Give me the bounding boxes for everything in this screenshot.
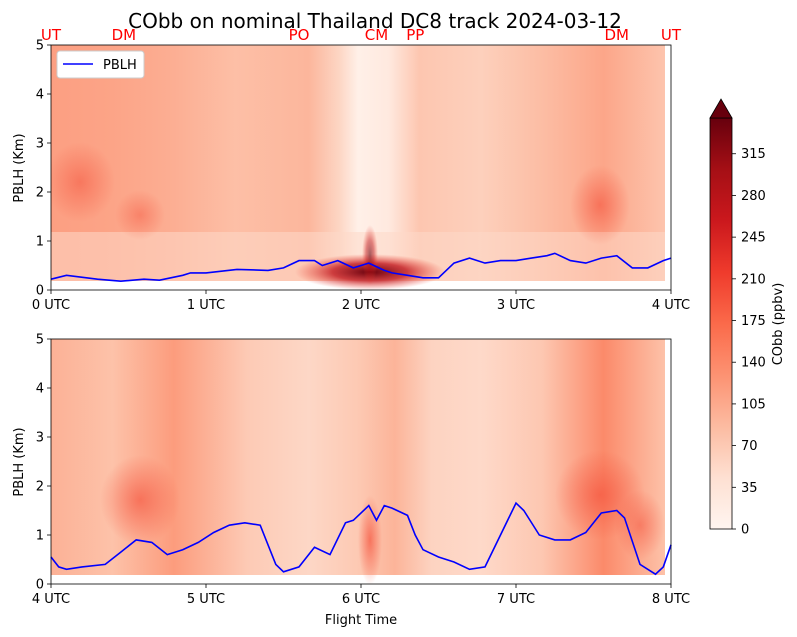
- top-x-tick-label: 0 UTC: [32, 298, 70, 313]
- top-y-tick-label: 5: [36, 39, 44, 54]
- colorbar-tick-label: 70: [741, 439, 758, 454]
- location-label: PO: [289, 26, 310, 44]
- colorbar-tick-label: 175: [741, 314, 766, 329]
- location-label: CM: [365, 26, 388, 44]
- colorbar-tick-label: 210: [741, 272, 766, 287]
- colorbar-ticks: 0 35 70 105 140 175 210 245 280 315: [732, 147, 766, 538]
- bottom-panel: 0 1 2 3 4 5 4 UTC 5 UTC 6 UTC 7 UTC 8 UTC PBLH (K…: [12, 333, 690, 629]
- top-x-tick-label: 1 UTC: [187, 298, 225, 313]
- bottom-heatmap: [51, 339, 671, 584]
- location-label: UT: [661, 26, 682, 44]
- bottom-y-axis: 0 1 2 3 4 5: [36, 333, 51, 593]
- top-y-axis-label: PBLH (Km): [12, 133, 27, 202]
- location-label: PP: [406, 26, 424, 44]
- location-label: DM: [605, 26, 630, 44]
- top-y-tick-label: 3: [36, 137, 44, 152]
- colorbar-tick-label: 245: [741, 231, 766, 246]
- legend-label-pblh: PBLH: [103, 58, 137, 73]
- colorbar-body: [709, 117, 733, 530]
- bottom-x-tick-label: 7 UTC: [497, 592, 535, 607]
- top-y-axis: 0 1 2 3 4 5: [36, 39, 51, 299]
- colorbar-tick-label: 35: [741, 481, 758, 496]
- colorbar: 0 35 70 105 140 175 210 245 280 315 CObb (ppbv): [709, 98, 786, 538]
- pblh-line-bottom: [50, 501, 672, 576]
- top-panel: 0 1 2 3 4 5 0 UTC 1 UTC 2 UTC 3 UTC 4 UTC PBLH (K…: [12, 26, 690, 313]
- colorbar-extend-arrow: [709, 98, 733, 119]
- colorbar-tick-label: 280: [741, 189, 766, 204]
- bottom-y-tick-label: 0: [36, 578, 44, 593]
- colorbar-tick-label: 140: [741, 356, 766, 371]
- colorbar-tick-label: 315: [741, 147, 766, 162]
- location-labels: UT DM PO CM PP DM UT: [41, 26, 682, 44]
- colorbar-tick-label: 105: [741, 397, 766, 412]
- top-y-tick-label: 0: [36, 284, 44, 299]
- chart-title: CObb on nominal Thailand DC8 track 2024-…: [128, 9, 622, 33]
- bottom-y-tick-label: 3: [36, 431, 44, 446]
- pblh-line-top: [50, 252, 672, 283]
- bottom-x-tick-label: 6 UTC: [342, 592, 380, 607]
- bottom-x-tick-label: 8 UTC: [652, 592, 690, 607]
- bottom-x-tick-label: 4 UTC: [32, 592, 70, 607]
- bottom-y-axis-label: PBLH (Km): [12, 427, 27, 496]
- top-y-tick-label: 2: [36, 186, 44, 201]
- bottom-y-tick-label: 4: [36, 382, 44, 397]
- bottom-x-axis: 4 UTC 5 UTC 6 UTC 7 UTC 8 UTC: [32, 584, 690, 607]
- legend: PBLH: [56, 50, 145, 79]
- x-axis-label: Flight Time: [325, 613, 397, 628]
- location-label: UT: [41, 26, 62, 44]
- top-x-tick-label: 3 UTC: [497, 298, 535, 313]
- top-y-tick-label: 4: [36, 88, 44, 103]
- location-label: DM: [112, 26, 137, 44]
- colorbar-label: CObb (ppbv): [771, 283, 786, 366]
- bottom-y-tick-label: 1: [36, 529, 44, 544]
- top-x-tick-label: 4 UTC: [652, 298, 690, 313]
- bottom-y-tick-label: 5: [36, 333, 44, 348]
- bottom-x-tick-label: 5 UTC: [187, 592, 225, 607]
- top-y-tick-label: 1: [36, 235, 44, 250]
- bottom-y-tick-label: 2: [36, 480, 44, 495]
- colorbar-tick-label: 0: [741, 523, 749, 538]
- top-x-axis: 0 UTC 1 UTC 2 UTC 3 UTC 4 UTC: [32, 290, 690, 313]
- top-x-tick-label: 2 UTC: [342, 298, 380, 313]
- top-heatmap: [51, 45, 671, 290]
